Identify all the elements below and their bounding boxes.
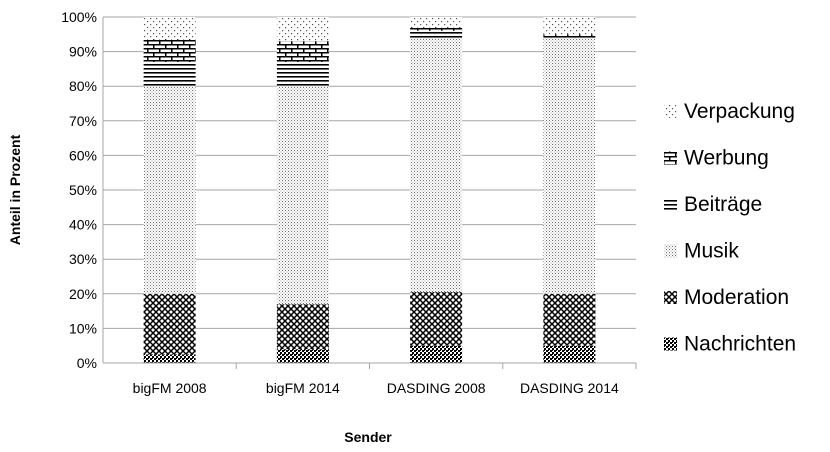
- y-tick-label: 50%: [69, 182, 97, 198]
- legend-swatch: [664, 105, 677, 118]
- y-tick-label: 70%: [69, 113, 97, 129]
- bar-segment-verpackung: [143, 17, 196, 40]
- y-tick-label: 100%: [61, 9, 97, 25]
- y-tick-label: 90%: [69, 44, 97, 60]
- bars: [143, 17, 596, 363]
- legend-label: Musik: [684, 240, 739, 263]
- legend-label: Nachrichten: [684, 333, 796, 356]
- legend-swatch: [664, 151, 677, 165]
- bar-segment-musik: [276, 86, 329, 305]
- y-tick-labels: 0% 10% 20% 30% 40% 50% 60% 70% 80% 90% 100%: [61, 9, 97, 371]
- bar-segment-beitr-ge: [543, 36, 596, 38]
- bar-segment-nachrichten: [543, 345, 596, 363]
- x-axis-title: Sender: [344, 429, 392, 445]
- bar-segment-moderation: [143, 293, 196, 355]
- y-tick-label: 30%: [69, 251, 97, 267]
- bar-segment-moderation: [276, 304, 329, 350]
- y-axis-title: Anteil in Prozent: [7, 134, 23, 245]
- bar-segment-beitr-ge: [143, 61, 196, 87]
- bar-segment-werbung: [410, 27, 463, 31]
- legend: Verpackung Werbung Beiträge Musik Moderation…: [664, 100, 796, 356]
- bar-segment-nachrichten: [143, 354, 196, 363]
- bar-segment-moderation: [543, 293, 596, 346]
- bar-segment-musik: [143, 86, 196, 294]
- bar-segment-werbung: [276, 41, 329, 62]
- legend-label: Verpackung: [684, 100, 795, 123]
- legend-swatch: [664, 198, 677, 211]
- bar-segment-verpackung: [276, 17, 329, 42]
- bar-segment-verpackung: [410, 17, 463, 28]
- legend-label: Werbung: [684, 147, 769, 170]
- x-tick-labels: bigFM 2008 bigFM 2014 DASDING 2008 DASDING …: [133, 380, 619, 396]
- legend-label: Beiträge: [684, 193, 762, 216]
- y-tick-label: 60%: [69, 147, 97, 163]
- legend-swatch: [664, 291, 677, 304]
- x-tick-label: DASDING 2008: [387, 380, 486, 396]
- bar-segment-beitr-ge: [276, 61, 329, 87]
- legend-swatch: [664, 337, 677, 351]
- legend-swatch: [664, 244, 677, 258]
- bar-segment-werbung: [143, 39, 196, 62]
- bar-segment-nachrichten: [276, 349, 329, 363]
- bar-segment-musik: [543, 37, 596, 294]
- legend-label: Moderation: [684, 286, 789, 309]
- bar-segment-nachrichten: [410, 345, 463, 363]
- y-tick-label: 20%: [69, 286, 97, 302]
- y-tick-label: 80%: [69, 78, 97, 94]
- x-tick-label: bigFM 2014: [266, 380, 340, 396]
- bar-segment-beitr-ge: [410, 30, 463, 38]
- y-tick-label: 0%: [77, 355, 97, 371]
- bar-segment-verpackung: [543, 17, 596, 35]
- y-tick-label: 40%: [69, 217, 97, 233]
- bar-segment-moderation: [410, 292, 463, 346]
- y-tick-label: 10%: [69, 320, 97, 336]
- bar-segment-werbung: [543, 34, 596, 37]
- x-tick-label: DASDING 2014: [520, 380, 619, 396]
- bar-segment-musik: [410, 37, 463, 293]
- axes: [102, 17, 637, 369]
- x-tick-label: bigFM 2008: [133, 380, 207, 396]
